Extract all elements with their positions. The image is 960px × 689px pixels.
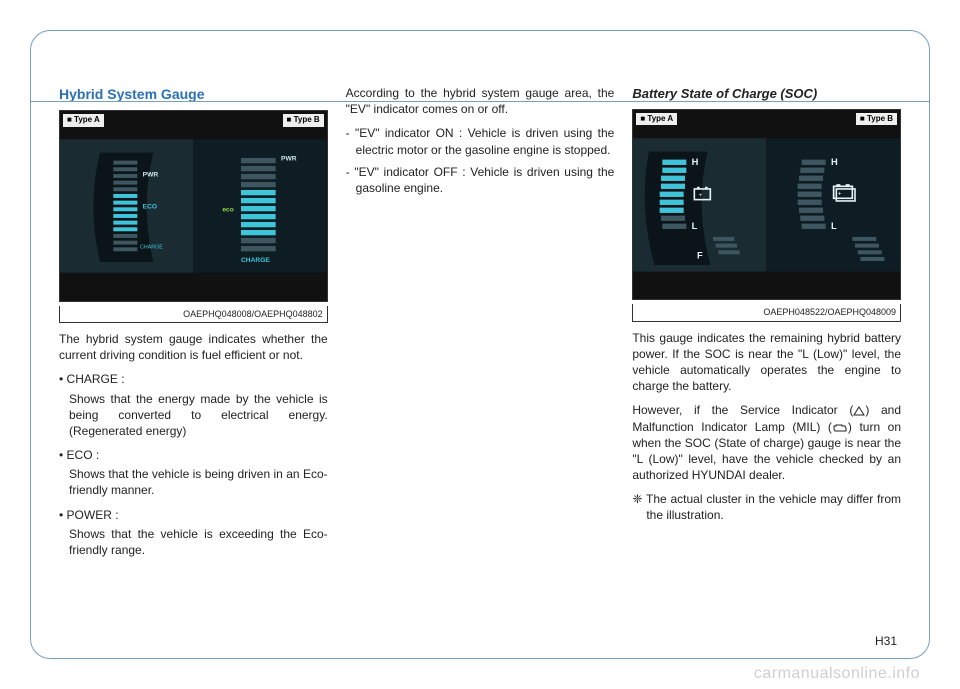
watermark-text: carmanualsonline.info bbox=[754, 665, 920, 683]
ev-off-item: "EV" indicator OFF : Vehicle is driven u… bbox=[346, 164, 615, 196]
h-label-a: H bbox=[692, 156, 699, 166]
soc-type-a-badge: ■ Type A bbox=[636, 113, 677, 126]
charge-label-b: CHARGE bbox=[241, 257, 270, 264]
hybrid-gauge-caption: OAEPHQ048008/OAEPHQ048802 bbox=[59, 306, 328, 323]
mil-icon bbox=[832, 423, 848, 433]
soc-svg-a: H L F + bbox=[633, 110, 766, 300]
soc-figure: H L F + bbox=[632, 109, 901, 301]
type-a-badge: ■ Type A bbox=[63, 114, 104, 127]
hybrid-gauge-type-b: PWR eco CHARGE ■ Type B bbox=[193, 111, 326, 301]
hybrid-gauge-svg-a: PWR ECO CHARGE bbox=[60, 111, 193, 301]
ev-indicator-list: "EV" indicator ON : Vehicle is driven us… bbox=[346, 125, 615, 196]
bullet-charge-title: CHARGE : bbox=[67, 372, 125, 386]
column-1: Hybrid System Gauge bbox=[59, 85, 328, 566]
soc-para2: However, if the Service Indicator () and… bbox=[632, 402, 901, 483]
bullet-power-title: POWER : bbox=[67, 508, 119, 522]
bullet-power: POWER : Shows that the vehicle is exceed… bbox=[59, 507, 328, 559]
hybrid-gauge-bullets: CHARGE : Shows that the energy made by t… bbox=[59, 371, 328, 558]
pwr-label: PWR bbox=[143, 172, 159, 179]
soc-type-b: H L + bbox=[767, 110, 900, 300]
f-label-a: F bbox=[697, 250, 703, 260]
soc-type-a: H L F + bbox=[633, 110, 766, 300]
svg-text:+: + bbox=[699, 191, 703, 198]
content-columns: Hybrid System Gauge bbox=[59, 85, 901, 566]
soc-note: The actual cluster in the vehicle may di… bbox=[632, 491, 901, 523]
page-frame: Hybrid System Gauge bbox=[30, 30, 930, 659]
bullet-power-body: Shows that the vehicle is exceeding the … bbox=[69, 526, 328, 558]
eco-label-b: eco bbox=[223, 206, 234, 213]
hybrid-gauge-svg-b: PWR eco CHARGE bbox=[193, 111, 326, 301]
column-2: According to the hybrid system gauge are… bbox=[346, 85, 615, 566]
l-label-b: L bbox=[831, 221, 837, 231]
bullet-eco: ECO : Shows that the vehicle is being dr… bbox=[59, 447, 328, 499]
bullet-eco-title: ECO : bbox=[67, 448, 100, 462]
hybrid-gauge-type-a: PWR ECO CHARGE ■ Type A bbox=[60, 111, 193, 301]
column-3: Battery State of Charge (SOC) bbox=[632, 85, 901, 566]
charge-label: CHARGE bbox=[140, 245, 163, 251]
svg-text:+: + bbox=[837, 190, 841, 197]
page-number: H31 bbox=[875, 634, 897, 648]
header-divider bbox=[31, 101, 929, 102]
type-b-badge: ■ Type B bbox=[283, 114, 324, 127]
h-label-b: H bbox=[831, 156, 838, 166]
service-indicator-icon bbox=[853, 406, 865, 416]
soc-para2-a: However, if the Service Indicator ( bbox=[632, 403, 853, 417]
bullet-charge-body: Shows that the energy made by the vehicl… bbox=[69, 391, 328, 440]
soc-caption: OAEPH048522/OAEPHQ048009 bbox=[632, 304, 901, 321]
soc-type-b-badge: ■ Type B bbox=[856, 113, 897, 126]
hybrid-gauge-intro: The hybrid system gauge indicates whethe… bbox=[59, 331, 328, 363]
l-label-a: L bbox=[692, 221, 698, 231]
soc-svg-b: H L + bbox=[767, 110, 900, 300]
ev-on-item: "EV" indicator ON : Vehicle is driven us… bbox=[346, 125, 615, 157]
bullet-eco-body: Shows that the vehicle is being driven i… bbox=[69, 466, 328, 498]
pwr-label-b: PWR bbox=[281, 156, 297, 163]
soc-heading: Battery State of Charge (SOC) bbox=[632, 85, 901, 103]
hybrid-gauge-figure: PWR ECO CHARGE ■ Type A bbox=[59, 110, 328, 302]
bullet-charge: CHARGE : Shows that the energy made by t… bbox=[59, 371, 328, 439]
soc-para1: This gauge indicates the remaining hybri… bbox=[632, 330, 901, 395]
eco-label: ECO bbox=[143, 204, 157, 211]
